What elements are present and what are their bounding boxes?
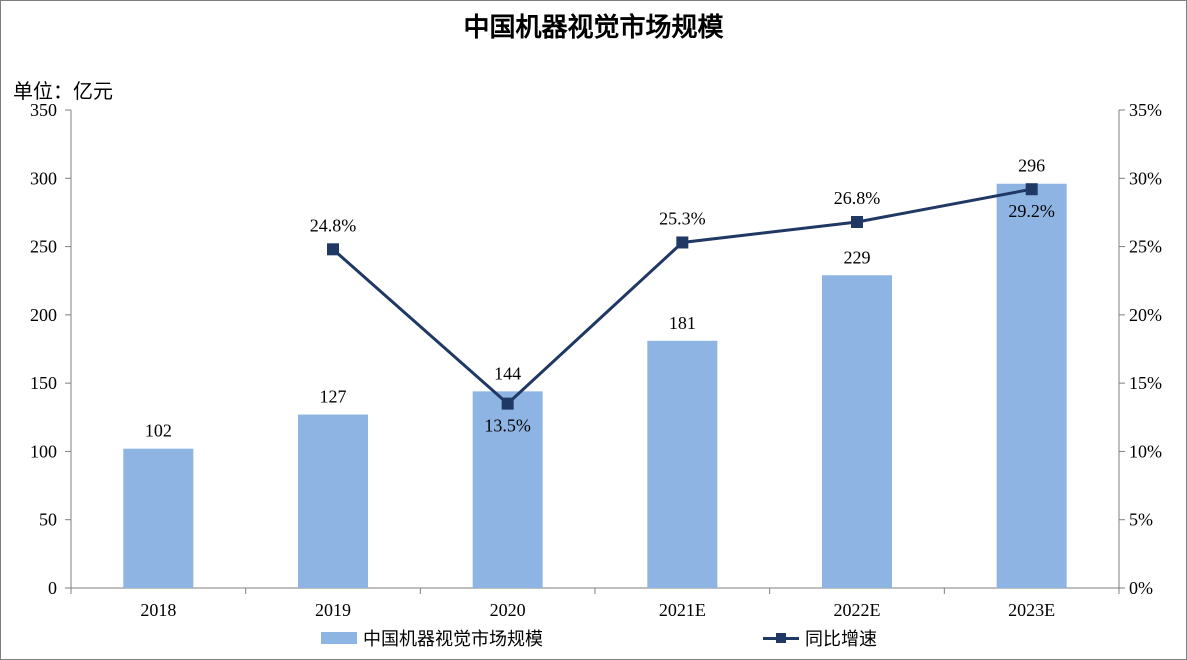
bar (822, 275, 892, 588)
growth-value-label: 29.2% (1008, 201, 1055, 221)
right-tick-label: 0% (1129, 578, 1153, 598)
growth-line-layer (327, 183, 1038, 410)
left-tick-label: 250 (30, 237, 57, 257)
right-tick-label: 25% (1129, 237, 1162, 257)
chart-title: 中国机器视觉市场规模 (463, 13, 724, 43)
bar (647, 340, 718, 588)
bar-value-label: 144 (494, 363, 521, 383)
x-tick-label: 2018 (140, 600, 176, 620)
legend: 中国机器视觉市场规模 同比增速 (1, 623, 1186, 653)
x-tick-label: 2021E (659, 600, 706, 620)
x-tick-label: 2022E (834, 600, 881, 620)
bar (996, 183, 1067, 588)
left-tick-label: 100 (30, 441, 57, 461)
bars (123, 183, 1067, 588)
legend-bar-swatch (321, 632, 357, 644)
bar-value-label: 296 (1018, 156, 1045, 176)
right-tick-label: 20% (1129, 305, 1162, 325)
left-tick-label: 50 (39, 510, 57, 530)
legend-item-growth: 同比增速 (763, 625, 877, 651)
bar-value-label: 181 (669, 313, 696, 333)
left-tick-label: 150 (30, 373, 57, 393)
bar (298, 414, 368, 588)
x-tick-label: 2023E (1008, 600, 1055, 620)
growth-value-label: 26.8% (834, 188, 881, 208)
axes: 0 50 100 150 200 250 300 350 0% 5% 10% 15% 20% 25% 30%… (30, 100, 1162, 620)
growth-marker (501, 397, 514, 410)
growth-marker (676, 236, 689, 249)
bar-value-label: 127 (320, 387, 347, 407)
bar-value-label: 102 (145, 421, 172, 441)
growth-value-label: 24.8% (310, 215, 357, 235)
x-tick-label: 2020 (490, 600, 526, 620)
data-labels: 102 127 144 181 229 296 24.8% 13.5% 25.3% 26.8% 29… (145, 156, 1055, 441)
growth-marker (851, 215, 863, 228)
growth-marker (327, 243, 339, 256)
bar (123, 448, 194, 588)
right-tick-label: 15% (1129, 373, 1162, 393)
left-tick-label: 300 (30, 168, 57, 188)
growth-value-label: 25.3% (659, 208, 706, 228)
bar-value-label: 229 (844, 247, 871, 267)
growth-marker (1025, 183, 1038, 196)
left-tick-label: 200 (30, 305, 57, 325)
legend-item-market-size: 中国机器视觉市场规模 (321, 625, 543, 651)
bar (472, 391, 543, 588)
right-tick-label: 5% (1129, 510, 1153, 530)
right-tick-label: 10% (1129, 441, 1162, 461)
x-tick-label: 2019 (315, 600, 351, 620)
legend-label-market-size: 中国机器视觉市场规模 (363, 629, 543, 650)
left-tick-label: 350 (30, 100, 57, 120)
legend-label-growth: 同比增速 (805, 629, 877, 650)
unit-label: 单位：亿元 (13, 79, 113, 103)
right-tick-label: 30% (1129, 168, 1162, 188)
legend-line-swatch (763, 632, 799, 644)
right-tick-label: 35% (1129, 100, 1162, 120)
growth-value-label: 13.5% (484, 416, 531, 436)
left-tick-label: 0 (48, 578, 57, 598)
